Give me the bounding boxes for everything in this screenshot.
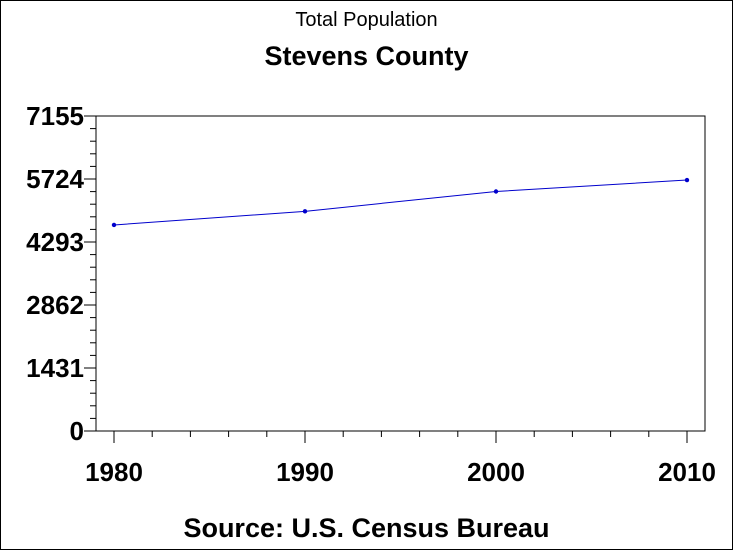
- source-note: Source: U.S. Census Bureau: [183, 513, 550, 543]
- y-tick-label: 7155: [26, 101, 84, 131]
- y-tick-label: 4293: [26, 227, 84, 257]
- y-tick-label: 5724: [26, 164, 84, 194]
- y-tick-label: 0: [70, 416, 84, 446]
- x-tick-label: 1980: [85, 457, 143, 487]
- x-tick-label: 2010: [658, 457, 716, 487]
- y-axis: 0 1431 2862 4293 5724 7155: [26, 101, 96, 446]
- data-point: [493, 189, 499, 194]
- data-point: [111, 222, 117, 228]
- x-axis: 1980 1990 2000 2010: [85, 431, 716, 487]
- series-line: [113, 179, 688, 226]
- chart-title: Stevens County: [264, 41, 469, 71]
- chart-subtitle: Total Population: [295, 9, 438, 31]
- x-tick-label: 2000: [467, 457, 525, 487]
- y-tick-label: 1431: [26, 353, 84, 383]
- y-tick-label: 2862: [26, 290, 84, 320]
- series-layer: [111, 177, 690, 228]
- data-point: [302, 209, 308, 214]
- x-tick-label: 1990: [276, 457, 334, 487]
- data-point: [684, 177, 690, 183]
- plot-area: [95, 115, 706, 432]
